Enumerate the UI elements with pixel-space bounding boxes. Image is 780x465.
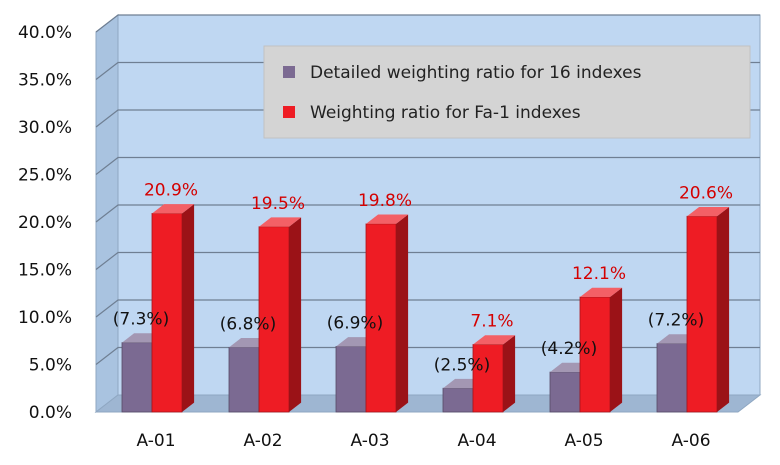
y-tick-label: 0.0% (29, 403, 72, 423)
bar-front (121, 342, 153, 413)
bar-A-05-series-2 (579, 287, 623, 413)
gridline (95, 299, 760, 318)
category-label-A-02: A-02 (243, 431, 282, 451)
y-tick-label: 35.0% (18, 71, 72, 91)
gridline (95, 251, 760, 270)
data-label-A-02-series-2: 19.5% (251, 194, 305, 214)
bar-A-06-series-2 (686, 206, 730, 413)
bar-top (366, 214, 409, 224)
legend-label-series-2: Weighting ratio for Fa-1 indexes (310, 103, 581, 123)
bar-top (580, 287, 623, 298)
legend-swatch-series-1 (283, 66, 295, 78)
data-label-A-03-series-1: (6.9%) (327, 313, 383, 333)
bar-top (687, 206, 730, 217)
data-labels: (7.3%) 20.9% (6.8%) 19.5% (6.9%) 19.8% (2.5%) 7… (113, 180, 733, 375)
y-tick-label: 25.0% (18, 166, 72, 186)
bar-side (396, 214, 409, 412)
legend-label-series-1: Detailed weighting ratio for 16 indexes (310, 63, 642, 83)
bar-A-02-series-2 (258, 217, 302, 413)
bar-top (473, 335, 516, 345)
bar-A-01-series-2 (151, 204, 195, 413)
y-tick-label: 20.0% (18, 213, 72, 233)
data-label-A-04-series-1: (2.5%) (434, 355, 490, 375)
y-tick-label: 30.0% (18, 118, 72, 138)
legend: Detailed weighting ratio for 16 indexes … (263, 45, 751, 139)
data-label-A-06-series-2: 20.6% (679, 183, 733, 203)
data-label-A-04-series-2: 7.1% (470, 312, 513, 332)
data-label-A-05-series-2: 12.1% (572, 264, 626, 284)
category-label-A-01: A-01 (136, 431, 175, 451)
bar-side (503, 335, 516, 412)
y-tick-label: 5.0% (29, 356, 72, 376)
bars (121, 204, 730, 413)
category-label-A-05: A-05 (564, 431, 603, 451)
gridline (95, 156, 760, 175)
bar-top (259, 217, 302, 227)
category-label-A-03: A-03 (350, 431, 389, 451)
bar-front (472, 344, 504, 413)
data-label-A-01-series-2: 20.9% (144, 180, 198, 200)
bar-side (289, 217, 302, 412)
bar-front (335, 346, 367, 413)
y-axis-ticks: 0.0% 5.0% 10.0% 15.0% 20.0% 25.0% 30.0% 35.0% 40… (18, 23, 72, 423)
category-label-A-04: A-04 (457, 431, 496, 451)
bar-side (717, 206, 730, 412)
bar-front (549, 371, 581, 413)
legend-box (263, 45, 751, 139)
bar-front (656, 343, 688, 413)
legend-swatch-series-2 (283, 106, 295, 118)
bar-front (365, 223, 397, 413)
bar-front (258, 226, 290, 413)
data-label-A-06-series-1: (7.2%) (648, 311, 704, 331)
data-label-A-05-series-1: (4.2%) (541, 339, 597, 359)
y-tick-label: 10.0% (18, 308, 72, 328)
y-tick-label: 15.0% (18, 261, 72, 281)
gridline (95, 204, 760, 223)
y-tick-label: 40.0% (18, 23, 72, 43)
data-label-A-01-series-1: (7.3%) (113, 310, 169, 330)
x-axis-categories: A-01 A-02 A-03 A-04 A-05 A-06 (136, 431, 710, 451)
bar-front (228, 346, 260, 413)
data-label-A-03-series-2: 19.8% (358, 191, 412, 211)
category-label-A-06: A-06 (671, 431, 710, 451)
gridline (95, 346, 760, 365)
bar-front (442, 387, 474, 413)
gridline (95, 14, 760, 33)
bar-side (610, 287, 623, 412)
bar-A-03-series-2 (365, 214, 409, 413)
bar-A-04-series-2 (472, 335, 516, 413)
bar-side (182, 204, 195, 412)
bar-front (151, 213, 183, 413)
bar-top (152, 204, 195, 214)
data-label-A-02-series-1: (6.8%) (220, 314, 276, 334)
